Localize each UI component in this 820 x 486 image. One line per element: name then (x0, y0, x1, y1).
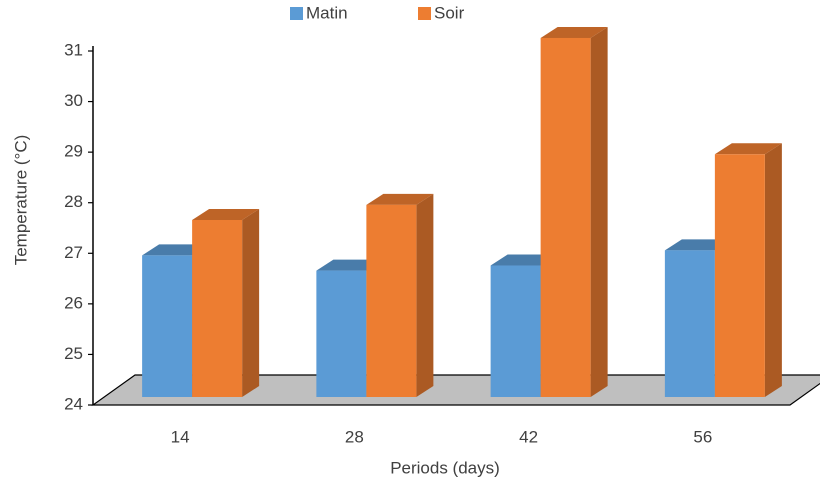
bar-side (764, 143, 782, 397)
y-tick-label: 28 (64, 192, 83, 211)
legend-label: Matin (306, 3, 348, 22)
y-tick-label: 31 (64, 40, 83, 59)
legend-swatch (418, 7, 431, 20)
legend-label: Soir (434, 3, 465, 22)
floor (91, 374, 820, 406)
bar-side (416, 193, 434, 397)
x-tick-label: 14 (171, 427, 190, 446)
bar-top (192, 209, 260, 220)
bar (366, 204, 417, 397)
bar (664, 250, 715, 397)
bar-side (242, 209, 260, 397)
y-tick-label: 26 (64, 293, 83, 312)
y-tick-label: 24 (64, 394, 83, 413)
y-axis-title: Temperature (°C) (11, 135, 30, 266)
bar (714, 154, 765, 397)
x-axis-title: Periods (days) (390, 458, 500, 477)
bar (316, 270, 367, 397)
bar (540, 37, 591, 397)
x-tick-label: 56 (693, 427, 712, 446)
x-tick-label: 28 (345, 427, 364, 446)
bar (192, 220, 243, 397)
y-tick-label: 27 (64, 243, 83, 262)
bar (142, 255, 193, 397)
bar (490, 265, 541, 397)
y-tick-label: 30 (64, 91, 83, 110)
bar-top (714, 143, 782, 155)
legend-swatch (290, 7, 303, 20)
y-tick-label: 29 (64, 142, 83, 161)
bar-top (540, 26, 608, 38)
y-tick-label: 25 (64, 344, 83, 363)
bar-side (590, 26, 608, 397)
bar-top (366, 193, 434, 205)
x-tick-label: 42 (519, 427, 538, 446)
